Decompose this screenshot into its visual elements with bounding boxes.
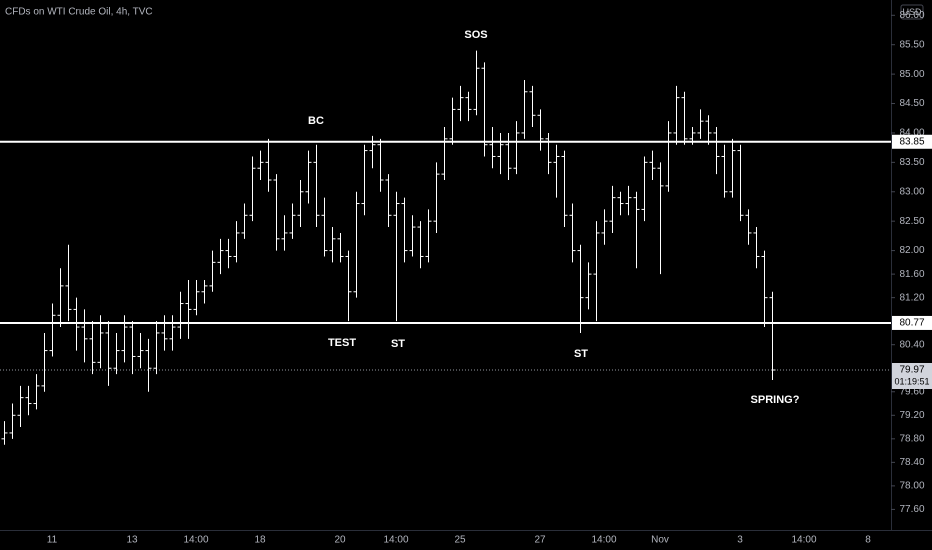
countdown: 01:19:51 [894, 376, 929, 386]
y-tick-label: 84.00 [899, 128, 924, 139]
y-tick-label: 82.00 [899, 245, 924, 256]
y-tick-label: 78.40 [899, 457, 924, 468]
x-tick-label: 14:00 [383, 535, 408, 546]
level-price-label: 83.85 [899, 136, 924, 147]
currency-label: USD [902, 7, 922, 17]
y-tick-label: 78.80 [899, 433, 924, 444]
y-tick-label: 84.50 [899, 98, 924, 109]
x-tick-label: 8 [865, 535, 871, 546]
annotation: SPRING? [751, 394, 800, 406]
annotation: BC [308, 115, 324, 127]
annotation: TEST [328, 337, 356, 349]
annotation: SOS [464, 29, 487, 41]
last-price-label: 79.97 [899, 365, 924, 376]
y-tick-label: 78.00 [899, 481, 924, 492]
x-tick-label: 11 [47, 535, 58, 546]
y-tick-label: 77.60 [899, 504, 924, 515]
chart-title: CFDs on WTI Crude Oil, 4h, TVC [5, 7, 153, 18]
y-tick-label: 85.50 [899, 39, 924, 50]
currency-box [900, 4, 924, 20]
x-tick-label: 14:00 [791, 535, 816, 546]
x-tick-label: 20 [334, 535, 346, 546]
level-price-label: 80.77 [899, 318, 924, 329]
x-tick-label: 14:00 [591, 535, 616, 546]
y-tick-label: 86.00 [899, 10, 924, 21]
x-tick-label: 18 [254, 535, 266, 546]
y-tick-label: 81.20 [899, 292, 924, 303]
annotation: ST [574, 348, 588, 360]
y-tick-label: 81.60 [899, 269, 924, 280]
y-tick-label: 85.00 [899, 69, 924, 80]
y-tick-label: 83.00 [899, 186, 924, 197]
y-tick-label: 80.40 [899, 339, 924, 350]
x-tick-label: 25 [454, 535, 466, 546]
x-tick-label: 3 [737, 535, 743, 546]
y-tick-label: 83.50 [899, 157, 924, 168]
y-tick-label: 79.60 [899, 386, 924, 397]
x-tick-label: 13 [126, 535, 138, 546]
level-price-box [892, 315, 932, 330]
level-price-box [892, 134, 932, 149]
last-price-box [892, 363, 932, 389]
x-tick-label: 27 [534, 535, 546, 546]
x-tick-label: 14:00 [183, 535, 208, 546]
y-tick-label: 82.50 [899, 216, 924, 227]
annotation: ST [391, 338, 405, 350]
y-tick-label: 79.20 [899, 410, 924, 421]
x-tick-label: Nov [651, 535, 669, 546]
